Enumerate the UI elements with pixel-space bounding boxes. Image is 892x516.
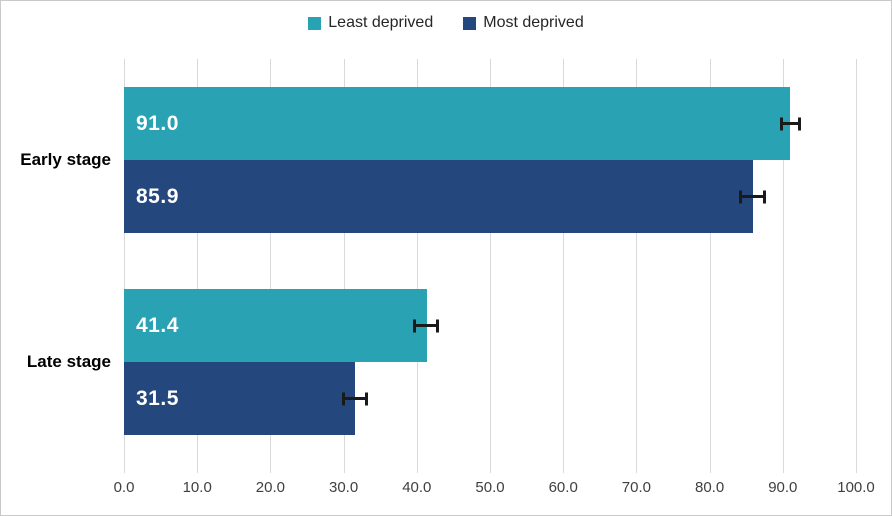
bar-value-label: 91.0	[136, 111, 179, 135]
error-bar-cap	[342, 392, 346, 405]
category-label-early-stage: Early stage	[20, 150, 111, 169]
bar-value-label: 31.5	[136, 386, 179, 410]
error-bar	[779, 117, 802, 130]
gridline-x-80.0	[709, 59, 711, 473]
bar-most-deprived-late-stage: 31.5	[124, 362, 355, 435]
gridline-x-70.0	[636, 59, 638, 473]
category-label-late-stage: Late stage	[26, 352, 111, 371]
legend-item-most-deprived: Most deprived	[463, 14, 584, 32]
bar-value-label: 41.4	[136, 313, 179, 337]
bar-most-deprived-early-stage: 85.9	[124, 160, 753, 233]
legend-swatch-most-deprived	[463, 16, 477, 30]
x-tick-label-100.0: 100.0	[837, 479, 875, 496]
x-tick-label-80.0: 80.0	[694, 479, 725, 496]
legend-label-most-deprived: Most deprived	[483, 14, 584, 31]
error-bar-cap	[435, 319, 439, 332]
error-bar	[738, 190, 766, 203]
plot-area: 91.0 85.9 41.4 31.5	[124, 59, 857, 473]
error-bar	[413, 319, 439, 332]
x-tick-label-20.0: 20.0	[255, 479, 285, 496]
gridline-x-20.0	[270, 59, 272, 473]
x-tick-label-90.0: 90.0	[768, 479, 798, 496]
bar-least-deprived-late-stage: 41.4	[124, 289, 428, 362]
error-bar-cap	[798, 117, 802, 130]
error-bar-cap	[738, 190, 742, 203]
bar-value-label: 85.9	[136, 184, 179, 208]
gridline-x-100.0	[856, 59, 857, 473]
x-tick-label-40.0: 40.0	[402, 479, 432, 496]
x-tick-label-30.0: 30.0	[328, 479, 359, 496]
legend-item-least-deprived: Least deprived	[308, 14, 433, 32]
legend: Least deprived Most deprived	[1, 14, 891, 32]
gridline-x-10.0	[197, 59, 199, 473]
gridline-x-90.0	[782, 59, 784, 473]
gridline-x-50.0	[490, 59, 491, 473]
error-bar-cap	[779, 117, 783, 130]
gridline-x-30.0	[343, 59, 345, 473]
legend-swatch-least-deprived	[308, 16, 322, 30]
bar-least-deprived-early-stage: 91.0	[124, 87, 791, 160]
gridline-x-40.0	[416, 59, 418, 473]
legend-label-least-deprived: Least deprived	[328, 14, 434, 31]
error-bar-cap	[762, 190, 766, 203]
error-bar-cap	[413, 319, 417, 332]
x-tick-label-70.0: 70.0	[621, 479, 651, 496]
error-bar	[342, 392, 368, 405]
x-tick-label-60.0: 60.0	[548, 479, 578, 496]
x-tick-label-0.0: 0.0	[113, 479, 135, 496]
gridline-x-60.0	[563, 59, 565, 473]
error-bar-cap	[364, 392, 368, 405]
x-tick-label-50.0: 50.0	[475, 479, 505, 496]
gridline-x-0.0	[124, 59, 125, 473]
x-tick-label-10.0: 10.0	[182, 479, 212, 496]
